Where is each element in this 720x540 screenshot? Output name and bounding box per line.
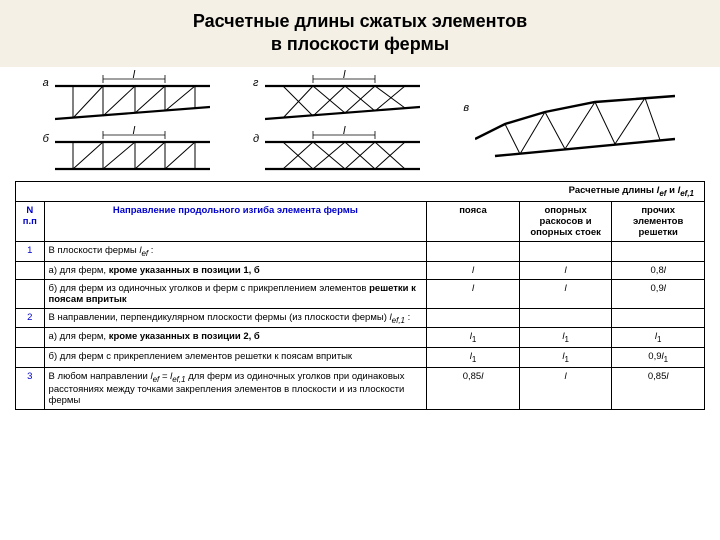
diagram-a: а l [55,75,210,123]
label-a: а [43,77,49,89]
dim-b: l [133,125,135,137]
cell-desc: В любом направлении lef = lef,1 для ферм… [44,368,427,410]
cell-c1: l [427,279,520,308]
cell-desc: В плоскости фермы lef : [44,241,427,261]
cell-c2: l1 [519,328,612,348]
title-bar: Расчетные длины сжатых элементов в плоск… [0,0,720,67]
cell-desc: б) для ферм из одиночных уголков и ферм … [44,279,427,308]
cell-c3: 0,9l1 [612,348,705,368]
truss-g-svg [265,75,420,123]
super-header-row: Расчетные длины lef и lef,1 [16,181,705,201]
cell-c2: l [519,261,612,279]
cell-desc: а) для ферм, кроме указанных в позиции 2… [44,328,427,348]
table-row: а) для ферм, кроме указанных в позиции 1… [16,261,705,279]
cell-c1: 0,85l [427,368,520,410]
cell-num: 1 [16,241,45,261]
label-b: б [43,133,49,145]
diagram-col-3: в [475,75,675,173]
truss-diagrams: а l [0,67,720,177]
cell-num [16,348,45,368]
table-row: 1В плоскости фермы lef : [16,241,705,261]
cell-c2 [519,241,612,261]
cell-desc: а) для ферм, кроме указанных в позиции 1… [44,261,427,279]
cell-desc: б) для ферм с прикреплением элементов ре… [44,348,427,368]
dim-d: l [343,125,345,137]
cell-c1 [427,241,520,261]
label-d: д [253,133,259,145]
cell-c3 [612,241,705,261]
cell-num: 2 [16,308,45,328]
th-dir: Направление продольного изгиба элемента … [44,201,427,241]
dim-a: l [133,69,135,81]
label-g: г [253,77,258,89]
truss-b-svg [55,131,210,173]
table-row: б) для ферм из одиночных уголков и ферм … [16,279,705,308]
dim-g: l [343,69,345,81]
diagram-col-1: а l [55,75,210,173]
th-col3: прочих элементов решетки [612,201,705,241]
th-col1: пояса [427,201,520,241]
cell-c3: 0,9l [612,279,705,308]
cell-c2: l [519,368,612,410]
th-num: N п.п [16,201,45,241]
diagram-g: г l [265,75,420,123]
cell-num [16,261,45,279]
cell-c1: l [427,261,520,279]
cell-c3: 0,8l [612,261,705,279]
title-line2: в плоскости фермы [271,34,449,54]
diagram-d: д l [265,131,420,173]
page-title: Расчетные длины сжатых элементов в плоск… [20,10,700,57]
truss-v-svg [475,84,675,164]
table-body: 1В плоскости фермы lef :а) для ферм, кро… [16,241,705,409]
cell-c2 [519,308,612,328]
sh-lengths: Расчетные длины lef и lef,1 [427,181,705,201]
effective-length-table: Расчетные длины lef и lef,1 N п.п Направ… [0,181,720,410]
cell-c2: l1 [519,348,612,368]
cell-c1: l1 [427,328,520,348]
cell-num [16,328,45,348]
cell-num: 3 [16,368,45,410]
title-line1: Расчетные длины сжатых элементов [193,11,527,31]
cell-c3: 0,85l [612,368,705,410]
cell-c3 [612,308,705,328]
diagram-b: б l [55,131,210,173]
cell-desc: В направлении, перпендикулярном плоскост… [44,308,427,328]
table-row: 3В любом направлении lef = lef,1 для фер… [16,368,705,410]
diagram-col-2: г l [265,75,420,173]
label-v: в [463,102,469,114]
data-table: Расчетные длины lef и lef,1 N п.п Направ… [15,181,705,410]
cell-num [16,279,45,308]
cell-c2: l [519,279,612,308]
cell-c1 [427,308,520,328]
table-row: б) для ферм с прикреплением элементов ре… [16,348,705,368]
truss-a-svg [55,75,210,123]
header-row: N п.п Направление продольного изгиба эле… [16,201,705,241]
cell-c1: l1 [427,348,520,368]
truss-d-svg [265,131,420,173]
sh-blank [16,181,427,201]
diagram-v: в [475,84,675,164]
table-row: а) для ферм, кроме указанных в позиции 2… [16,328,705,348]
th-col2: опорных раскосов и опорных стоек [519,201,612,241]
table-row: 2В направлении, перпендикулярном плоскос… [16,308,705,328]
cell-c3: l1 [612,328,705,348]
